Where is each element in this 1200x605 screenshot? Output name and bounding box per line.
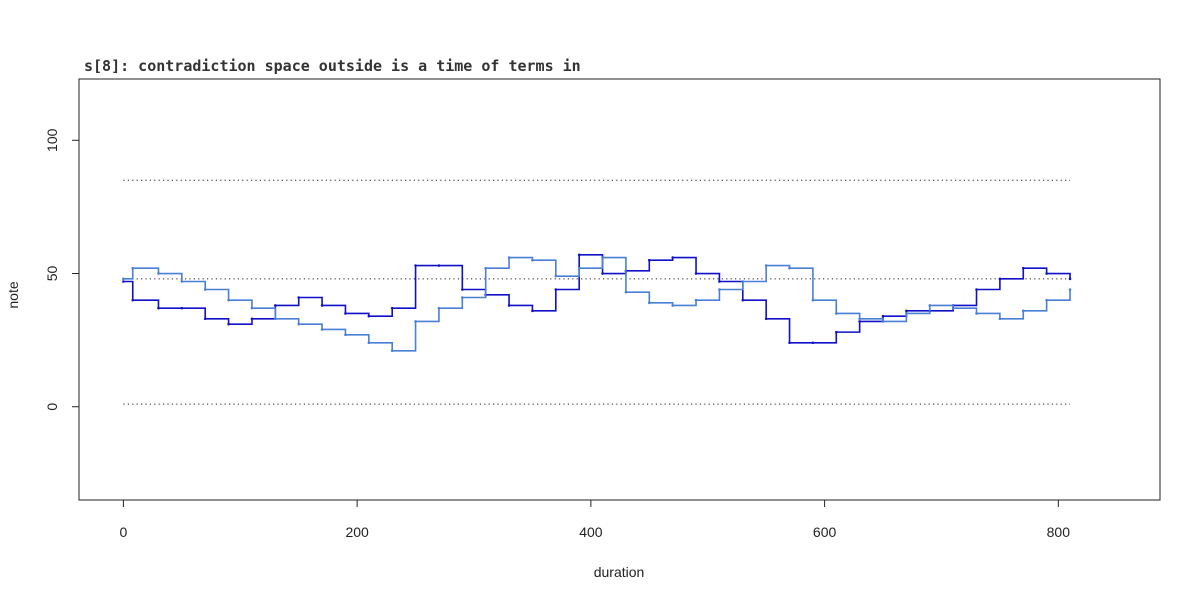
y-axis-title: note bbox=[5, 281, 21, 308]
series-2-point bbox=[671, 304, 674, 307]
series-2-point bbox=[367, 341, 371, 345]
series-1-point bbox=[507, 304, 511, 307]
series-2-point bbox=[928, 304, 932, 307]
series-2-point bbox=[601, 256, 604, 259]
series-1-point bbox=[554, 288, 558, 291]
series-2-point bbox=[834, 312, 838, 315]
series-2-point bbox=[180, 280, 184, 283]
series-2-point bbox=[624, 290, 628, 294]
series-1-point bbox=[975, 288, 978, 291]
series-1-point bbox=[834, 330, 838, 334]
series-2-point bbox=[788, 266, 791, 270]
x-tick-label: 600 bbox=[813, 524, 837, 540]
series-2-point bbox=[905, 312, 908, 315]
series-2-point bbox=[414, 320, 417, 323]
series-1-point bbox=[1045, 272, 1048, 275]
series-1-point bbox=[157, 306, 160, 310]
series-2-point bbox=[390, 349, 394, 353]
y-tick-label: 50 bbox=[44, 266, 60, 282]
series-2-point bbox=[461, 296, 464, 299]
series-2-point bbox=[554, 274, 558, 278]
series-1-point bbox=[858, 320, 861, 323]
series-2-point bbox=[227, 298, 230, 302]
series-2-point bbox=[531, 258, 534, 262]
series-layer bbox=[122, 253, 1072, 353]
series-2-point bbox=[764, 264, 768, 267]
series-1-point bbox=[297, 296, 301, 299]
series-1-point bbox=[741, 298, 745, 302]
series-1-point bbox=[122, 280, 125, 283]
y-axis: 0 50 100 bbox=[44, 128, 80, 411]
series-2-point bbox=[131, 266, 135, 270]
series-1-point bbox=[671, 256, 674, 259]
series-1-point bbox=[881, 314, 885, 318]
series-1-point bbox=[180, 306, 184, 310]
x-tick-label: 800 bbox=[1047, 524, 1071, 540]
series-2-point bbox=[577, 266, 581, 270]
series-1-point bbox=[1021, 266, 1025, 270]
series-1-point bbox=[764, 317, 768, 321]
series-2-point bbox=[1021, 309, 1025, 313]
series-2-point bbox=[250, 306, 254, 310]
series-1-point bbox=[718, 280, 721, 283]
series-2-point bbox=[1068, 288, 1072, 291]
series-1-point bbox=[788, 341, 791, 345]
x-axis-title: duration bbox=[594, 564, 645, 580]
series-2-point bbox=[648, 301, 651, 305]
series-2-point bbox=[437, 306, 441, 310]
series-2-point bbox=[858, 317, 861, 321]
series-2-point bbox=[484, 266, 487, 270]
reference-lines bbox=[123, 179, 1071, 405]
series-2-point bbox=[811, 298, 815, 302]
series-2-point bbox=[320, 328, 324, 331]
series-2-point bbox=[951, 306, 955, 310]
series-2-point bbox=[718, 288, 721, 291]
chart-title: s[8]: contradiction space outside is a t… bbox=[84, 57, 581, 75]
series-2-point bbox=[998, 317, 1002, 321]
x-axis: 0 200 400 600 800 bbox=[120, 499, 1071, 540]
series-1-point bbox=[390, 306, 394, 310]
series-1-point bbox=[414, 264, 417, 267]
x-tick-label: 200 bbox=[345, 524, 369, 540]
series-1-point bbox=[131, 298, 135, 302]
series-2-point bbox=[274, 317, 277, 321]
series-1-point bbox=[694, 272, 698, 275]
series-1-point bbox=[601, 272, 604, 275]
series-2-point bbox=[881, 320, 885, 323]
series-2-point bbox=[1045, 298, 1048, 302]
y-tick-label: 0 bbox=[44, 403, 60, 411]
series-1-point bbox=[437, 264, 441, 267]
series-1-point bbox=[320, 304, 324, 307]
series-1-point bbox=[998, 277, 1002, 281]
series-2-point bbox=[157, 272, 160, 275]
series-1-point bbox=[227, 322, 230, 326]
x-tick-label: 0 bbox=[120, 524, 128, 540]
series-1-point bbox=[531, 309, 534, 313]
series-1-point bbox=[461, 288, 464, 291]
series-1-point bbox=[367, 314, 371, 318]
series-2-point bbox=[694, 298, 698, 302]
series-1-point bbox=[250, 317, 254, 321]
series-2-point bbox=[344, 333, 347, 337]
series-2-point bbox=[297, 322, 301, 326]
series-1-point bbox=[811, 341, 815, 345]
series-2-point bbox=[975, 312, 978, 315]
y-tick-label: 100 bbox=[44, 128, 60, 152]
series-1-point bbox=[577, 253, 581, 257]
series-2-point bbox=[741, 280, 745, 283]
x-tick-label: 400 bbox=[579, 524, 603, 540]
series-1-point bbox=[344, 312, 347, 315]
series-1-point bbox=[274, 304, 277, 307]
series-1-point bbox=[1068, 277, 1072, 281]
series-1-point bbox=[905, 309, 908, 313]
series-2-point bbox=[122, 277, 125, 281]
series-1-point bbox=[648, 258, 651, 262]
series-line-2 bbox=[123, 256, 1071, 352]
series-1-point bbox=[203, 317, 207, 321]
series-2-point bbox=[507, 256, 511, 259]
series-2-point bbox=[203, 288, 207, 291]
